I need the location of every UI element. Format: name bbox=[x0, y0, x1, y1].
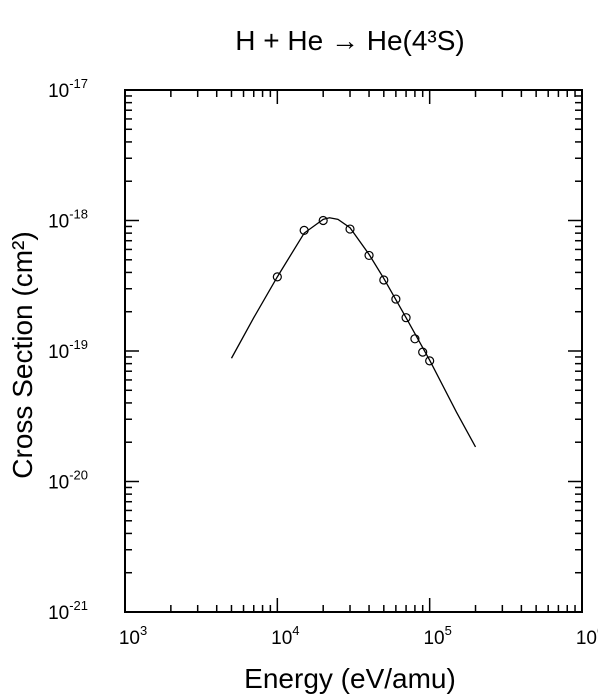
y-tick-label-exponent: -21 bbox=[69, 598, 88, 613]
y-tick-label-exponent: -17 bbox=[69, 76, 88, 91]
y-tick-label-base: 10 bbox=[48, 212, 69, 233]
x-tick-label: 104 bbox=[271, 623, 299, 649]
y-tick-label-exponent: -20 bbox=[69, 468, 88, 483]
y-tick-label-exponent: -18 bbox=[69, 207, 88, 222]
y-tick-label-base: 10 bbox=[48, 342, 69, 363]
data-point bbox=[401, 313, 411, 323]
x-tick-label-exponent: 4 bbox=[292, 623, 299, 638]
x-tick-label: 106 bbox=[576, 623, 598, 649]
y-tick-label: 10-19 bbox=[48, 337, 88, 363]
y-tick-label-exponent: -19 bbox=[69, 337, 88, 352]
plot-frame bbox=[124, 89, 583, 613]
x-tick-label-base: 10 bbox=[576, 628, 597, 649]
x-tick-label: 105 bbox=[423, 623, 451, 649]
y-axis-label: Cross Section (cm²) bbox=[7, 231, 38, 478]
data-point bbox=[418, 347, 428, 357]
y-tick-label-base: 10 bbox=[48, 603, 69, 624]
data-point bbox=[410, 334, 420, 344]
data-point bbox=[379, 275, 389, 285]
data-point bbox=[345, 224, 355, 234]
data-point bbox=[272, 272, 282, 282]
y-tick-label: 10-21 bbox=[48, 598, 88, 624]
x-axis-label: Energy (eV/amu) bbox=[244, 663, 456, 694]
data-point bbox=[391, 294, 401, 304]
data-point bbox=[299, 225, 309, 235]
y-tick-label-base: 10 bbox=[48, 473, 69, 494]
chart-title: H + He → He(4³S) bbox=[235, 25, 465, 56]
data-point bbox=[425, 356, 435, 366]
x-tick-label: 103 bbox=[119, 623, 147, 649]
y-tick-label: 10-20 bbox=[48, 468, 88, 494]
data-point bbox=[318, 215, 328, 226]
x-tick-label-base: 10 bbox=[423, 628, 444, 649]
y-tick-label: 10-17 bbox=[48, 76, 88, 102]
y-tick-label-base: 10 bbox=[48, 81, 69, 102]
x-tick-label-exponent: 5 bbox=[445, 623, 452, 638]
x-tick-label-exponent: 6 bbox=[597, 623, 598, 638]
x-tick-label-base: 10 bbox=[119, 628, 140, 649]
y-tick-label: 10-18 bbox=[48, 207, 88, 233]
x-tick-label-exponent: 3 bbox=[140, 623, 147, 638]
data-point bbox=[364, 250, 374, 261]
fit-line bbox=[230, 217, 477, 448]
x-tick-label-base: 10 bbox=[271, 628, 292, 649]
